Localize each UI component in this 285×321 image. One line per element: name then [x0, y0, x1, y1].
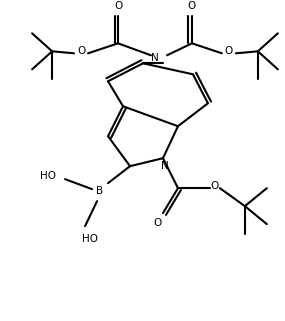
- Text: N: N: [161, 161, 169, 171]
- Text: O: O: [188, 1, 196, 11]
- Text: N: N: [151, 53, 159, 63]
- Text: O: O: [211, 181, 219, 191]
- Text: O: O: [77, 46, 85, 56]
- Text: O: O: [225, 46, 233, 56]
- Text: O: O: [154, 218, 162, 228]
- Text: HO: HO: [82, 234, 98, 244]
- Text: B: B: [97, 186, 104, 196]
- Text: O: O: [114, 1, 122, 11]
- Text: HO: HO: [40, 171, 56, 181]
